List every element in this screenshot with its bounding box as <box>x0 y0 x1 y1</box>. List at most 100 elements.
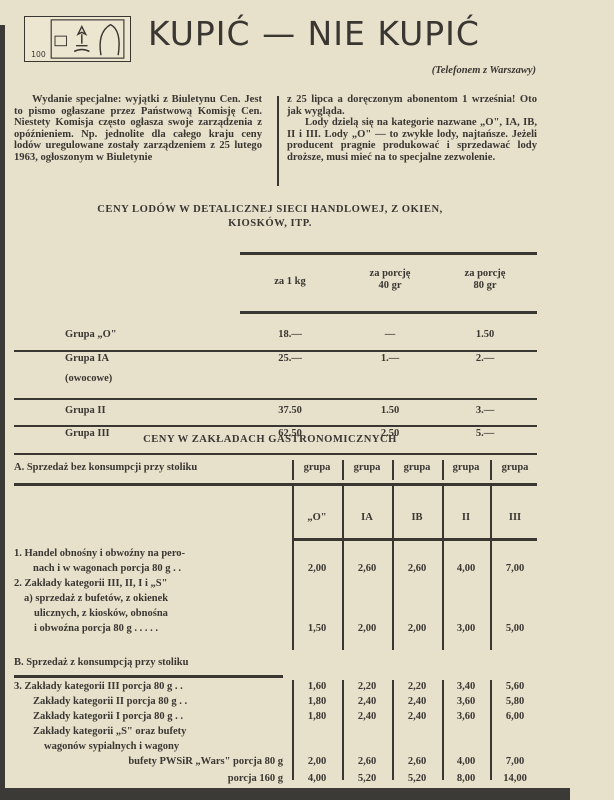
column-divider <box>490 460 492 480</box>
table1-cell: 1.— <box>380 353 400 364</box>
table1-row-label: Grupa IA <box>65 353 110 364</box>
table2-cell: 4,00 <box>456 563 476 574</box>
group-name: IA <box>361 512 373 523</box>
table1-cell: 2.50 <box>380 428 400 439</box>
table2-cell: 4,00 <box>456 756 476 767</box>
table2-cell: 3,40 <box>456 681 476 692</box>
section-b-rule <box>14 675 283 678</box>
table1-cell: 2.— <box>475 353 495 364</box>
table2-header-rule <box>14 483 537 486</box>
table1-title-line2: KIOSKÓW, ITP. <box>228 218 312 229</box>
section-b-heading: B. Sprzedaż z konsumpcją przy stoliku <box>14 657 189 668</box>
table2-row-text: 2. Zakłady kategorii III, II, I i „S" <box>14 578 168 589</box>
table1-cell: 25.— <box>278 353 302 364</box>
column-divider <box>342 680 344 780</box>
table1-title-line1: CENY LODÓW W DETALICZNEJ SIECI HANDLOWEJ… <box>97 204 443 215</box>
table1-cell: — <box>384 329 396 340</box>
table2-cell: 1,50 <box>307 623 327 634</box>
column-divider <box>442 460 444 480</box>
group-name: III <box>508 512 522 523</box>
table2-subheader-rule <box>292 538 537 541</box>
table1-col-header: za 1 kg <box>274 276 306 287</box>
table1-cell: 1.50 <box>380 405 400 416</box>
table2-cell: 2,20 <box>357 681 377 692</box>
table2-cell: 3,60 <box>456 711 476 722</box>
column-divider <box>392 485 394 650</box>
table2-cell: 2,60 <box>357 563 377 574</box>
table2-cell: 2,00 <box>307 563 327 574</box>
column-divider <box>277 96 279 186</box>
table1-row-rule <box>14 350 537 352</box>
column-divider <box>342 460 344 480</box>
table1-row-rule <box>14 453 537 455</box>
intro-left-column: Wydanie specjalne: wyjątki z Biuletynu C… <box>14 94 262 164</box>
group-label: grupa <box>452 462 480 473</box>
table2-cell: 2,00 <box>407 623 427 634</box>
table2-cell: 7,00 <box>505 563 525 574</box>
column-divider <box>292 485 294 650</box>
table2-cell: 2,60 <box>407 756 427 767</box>
table2-row-text: a) sprzedaż z bufetów, z okienek <box>24 593 169 604</box>
table2-row-text: porcja 160 g <box>227 773 283 784</box>
table1-cell: 5.— <box>475 428 495 439</box>
table1-cell: 18.— <box>278 329 302 340</box>
table2-cell: 14,00 <box>503 773 527 784</box>
table2-cell: 5,80 <box>505 696 525 707</box>
group-name: II <box>461 512 471 523</box>
table2-cell: 3,00 <box>456 623 476 634</box>
banknote-illustration: 100 <box>24 16 131 62</box>
table1-row-rule <box>14 425 537 427</box>
table2-cell: 2,00 <box>307 756 327 767</box>
table1-cell: 62.50 <box>278 428 302 439</box>
intro-left-text: wyjątki z Biuletynu Cen. Jest to pismo o… <box>14 94 262 163</box>
group-name: „O" <box>307 512 327 523</box>
lead-text: Wydanie specjalne: <box>32 94 122 105</box>
intro-right-text-2: Lody dzielą się na kategorie nazwane „O"… <box>287 117 537 163</box>
page-edge-bar <box>0 25 5 790</box>
table2-cell: 1,80 <box>307 696 327 707</box>
table2-cell: 6,00 <box>505 711 525 722</box>
table2-cell: 2,40 <box>357 696 377 707</box>
table1-row-label: Grupa III <box>65 428 110 439</box>
column-divider <box>392 460 394 480</box>
logo-text: 100 <box>31 50 46 59</box>
table1-cell: 1.50 <box>475 329 495 340</box>
table2-row-text: Zakłady kategorii „S" oraz bufety <box>33 726 187 737</box>
table2-cell: 2,60 <box>357 756 377 767</box>
group-label: grupa <box>501 462 529 473</box>
column-divider <box>292 680 294 780</box>
table2-cell: 1,80 <box>307 711 327 722</box>
bottom-bar <box>0 788 570 800</box>
table1-row-label: Grupa II <box>65 405 106 416</box>
table1-row-rule <box>14 398 537 400</box>
table1-row-sublabel: (owocowe) <box>65 373 113 384</box>
table2-cell: 2,40 <box>407 696 427 707</box>
table2-cell: 5,20 <box>407 773 427 784</box>
intro-right-column: z 25 lipca a doręczonym abonentom 1 wrze… <box>287 94 537 164</box>
table2-cell: 5,00 <box>505 623 525 634</box>
table1-cell: 37.50 <box>278 405 302 416</box>
table2-row-text: ulicznych, z kiosków, obnośna <box>34 608 168 619</box>
table2-cell: 4,00 <box>307 773 327 784</box>
table2-cell: 2,60 <box>407 563 427 574</box>
column-divider <box>392 680 394 780</box>
group-label: grupa <box>303 462 331 473</box>
column-divider <box>490 485 492 650</box>
table2-title: CENY W ZAKŁADACH GASTRONOMICZNYCH <box>143 434 397 445</box>
table2-row-text: 1. Handel obnośny i obwoźny na pero- <box>14 548 186 559</box>
table1-row-label: Grupa „O" <box>65 329 117 340</box>
table2-cell: 8,00 <box>456 773 476 784</box>
group-name: IB <box>411 512 423 523</box>
column-divider <box>342 485 344 650</box>
table2-cell: 7,00 <box>505 756 525 767</box>
table1-top-rule <box>240 252 537 255</box>
table2-cell: 2,40 <box>407 711 427 722</box>
intro-right-text-1: z 25 lipca a doręczonym abonentom 1 wrze… <box>287 94 537 117</box>
page-title: KUPIĆ — NIE KUPIĆ <box>148 14 480 53</box>
column-divider <box>490 680 492 780</box>
table2-cell: 2,00 <box>357 623 377 634</box>
table2-cell: 3,60 <box>456 696 476 707</box>
section-a-heading: A. Sprzedaż bez konsumpcji przy stoliku <box>14 462 198 473</box>
column-divider <box>442 680 444 780</box>
table2-row-text: Zakłady kategorii I porcja 80 g . . <box>33 711 184 722</box>
